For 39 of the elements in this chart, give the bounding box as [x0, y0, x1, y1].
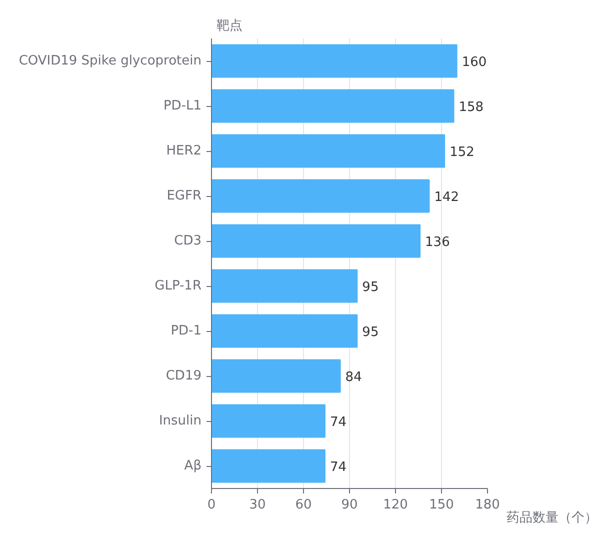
y-tick-label: CD3 — [174, 234, 202, 248]
bar — [212, 449, 326, 483]
y-tick-label: Aβ — [184, 458, 202, 474]
bar — [212, 224, 421, 258]
y-tick-label: CD19 — [166, 368, 202, 384]
x-tick-label: 30 — [249, 498, 266, 512]
x-tick-label: 0 — [207, 498, 216, 512]
bar — [212, 314, 358, 348]
x-tick-label: 120 — [383, 498, 408, 512]
bar — [212, 359, 341, 393]
x-axis-title: 药品数量（个） — [506, 510, 598, 526]
y-tick-label: PD-L1 — [163, 98, 202, 114]
y-tick-label: EGFR — [166, 188, 202, 204]
data-label: 95 — [362, 280, 379, 295]
data-label: 142 — [434, 190, 460, 205]
x-tick-label: 150 — [429, 498, 454, 512]
bar — [212, 89, 454, 123]
data-label: 84 — [345, 370, 362, 385]
data-label: 95 — [362, 325, 379, 340]
data-label: 160 — [462, 55, 487, 70]
y-axis-title: 靶点 — [216, 18, 242, 34]
bar — [212, 134, 446, 168]
bar — [212, 44, 458, 78]
bar — [212, 269, 358, 303]
y-tick-label: Insulin — [158, 414, 202, 428]
x-tick-label: 60 — [295, 498, 312, 512]
y-tick-label: HER2 — [166, 144, 202, 158]
y-tick-label: COVID19 Spike glycoprotein — [18, 54, 202, 68]
y-tick-label: PD-1 — [170, 324, 202, 338]
x-tick-label: 90 — [341, 498, 358, 512]
bar — [212, 179, 430, 213]
data-label: 74 — [330, 415, 347, 430]
y-tick-label: GLP-1R — [154, 278, 202, 294]
data-label: 158 — [458, 100, 484, 115]
x-tick-label: 180 — [475, 498, 500, 512]
data-label: 152 — [450, 145, 474, 160]
bar — [212, 404, 326, 438]
data-label: 74 — [330, 460, 347, 475]
data-label: 136 — [425, 235, 450, 250]
